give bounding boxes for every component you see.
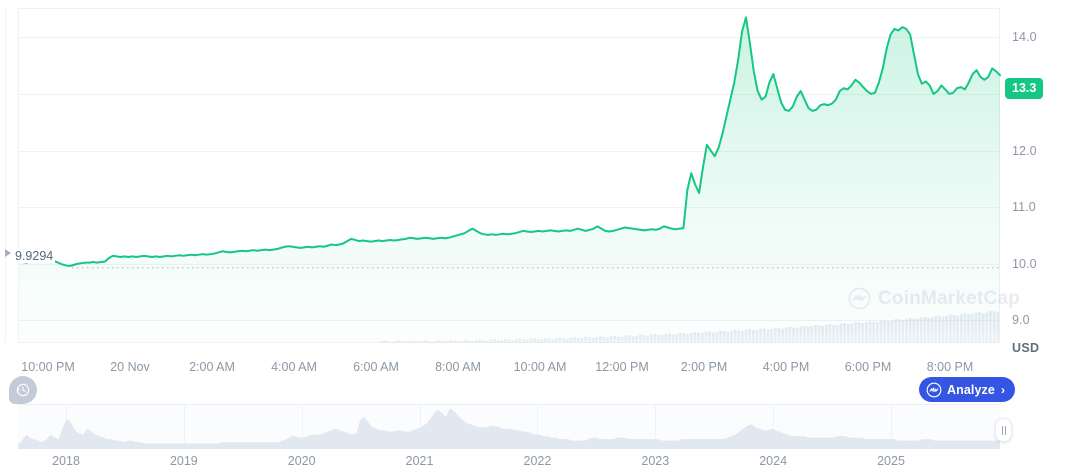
x-axis-tick-label: 2:00 AM (189, 360, 235, 374)
navigator-right-handle[interactable] (995, 418, 1012, 442)
navigator-tick-label: 2020 (287, 454, 316, 468)
navigator-tick-label: 2025 (877, 454, 905, 468)
x-axis-tick-label: 10:00 PM (21, 360, 75, 374)
x-axis-tick-label: 20 Nov (110, 360, 150, 374)
navigator-gridline (419, 404, 421, 448)
navigator-tick-label: 2023 (641, 454, 670, 468)
left-axis-rail (5, 8, 6, 343)
navigator-tick-label: 2018 (52, 454, 80, 468)
grip-bar (1001, 425, 1003, 435)
navigator-gridline (301, 404, 303, 448)
navigator-tick-label: 2022 (523, 454, 552, 468)
gridline (19, 150, 1000, 152)
x-axis-tick-label: 6:00 PM (844, 360, 892, 374)
navigator-gridline (537, 404, 539, 448)
x-axis-tick-label: 2:00 PM (680, 360, 728, 374)
x-axis-tick-label: 10:00 AM (513, 360, 567, 374)
y-axis-tick-label: 14.0 (1012, 30, 1037, 45)
y-axis-tick-label: 10.0 (1012, 256, 1037, 271)
history-clock-icon (16, 383, 30, 397)
y-axis-tick-label: 11.0 (1012, 200, 1036, 215)
gridline (19, 93, 1000, 95)
navigator-gridline (655, 404, 657, 448)
analyze-button-label: Analyze (947, 382, 995, 397)
gridline (19, 37, 1000, 39)
analyze-button[interactable]: Analyze › (919, 377, 1015, 402)
navigator-gridline (891, 404, 892, 448)
chevron-right-icon: › (1000, 382, 1005, 397)
x-axis-tick-label: 8:00 PM (926, 360, 974, 374)
y-axis-tick-label: 12.0 (1012, 143, 1037, 158)
reference-price-caret-icon (5, 249, 11, 257)
navigator-baseline (18, 448, 1000, 449)
x-axis-tick-label: 4:00 PM (762, 360, 810, 374)
price-line (18, 16, 1001, 268)
range-navigator[interactable]: 2018 2019 2020 2021 2022 2023 2024 2025 (0, 404, 1072, 470)
history-button[interactable] (9, 376, 37, 404)
grip-bar (1004, 425, 1006, 435)
x-axis-tick-label: 12:00 PM (595, 360, 649, 374)
navigator-gridline (183, 404, 185, 448)
gridline (19, 207, 1000, 209)
price-line-chart (18, 16, 1001, 344)
reference-price-label: 9.9294 (13, 249, 56, 263)
navigator-area-chart (18, 408, 1000, 448)
x-axis-tick-label: 6:00 AM (353, 360, 399, 374)
navigator-tick-label: 2021 (405, 454, 434, 468)
navigator-gridline (773, 404, 775, 448)
navigator-area-fill (18, 408, 1000, 448)
y-axis-tick-label: 9.0 (1012, 313, 1030, 328)
currency-label: USD (1012, 341, 1040, 355)
x-axis-tick-label: 8:00 AM (435, 360, 481, 374)
navigator-tick-label: 2019 (169, 454, 198, 468)
current-price-badge: 13.3 (1005, 78, 1044, 99)
navigator-tick-label: 2024 (759, 454, 788, 468)
price-area-fill (19, 17, 1000, 344)
navigator-selection-mask[interactable] (18, 404, 1000, 448)
coinmarketcap-logo-icon (926, 382, 942, 397)
navigator-top-border (18, 404, 1000, 405)
x-axis-tick-label: 4:00 AM (271, 360, 317, 374)
